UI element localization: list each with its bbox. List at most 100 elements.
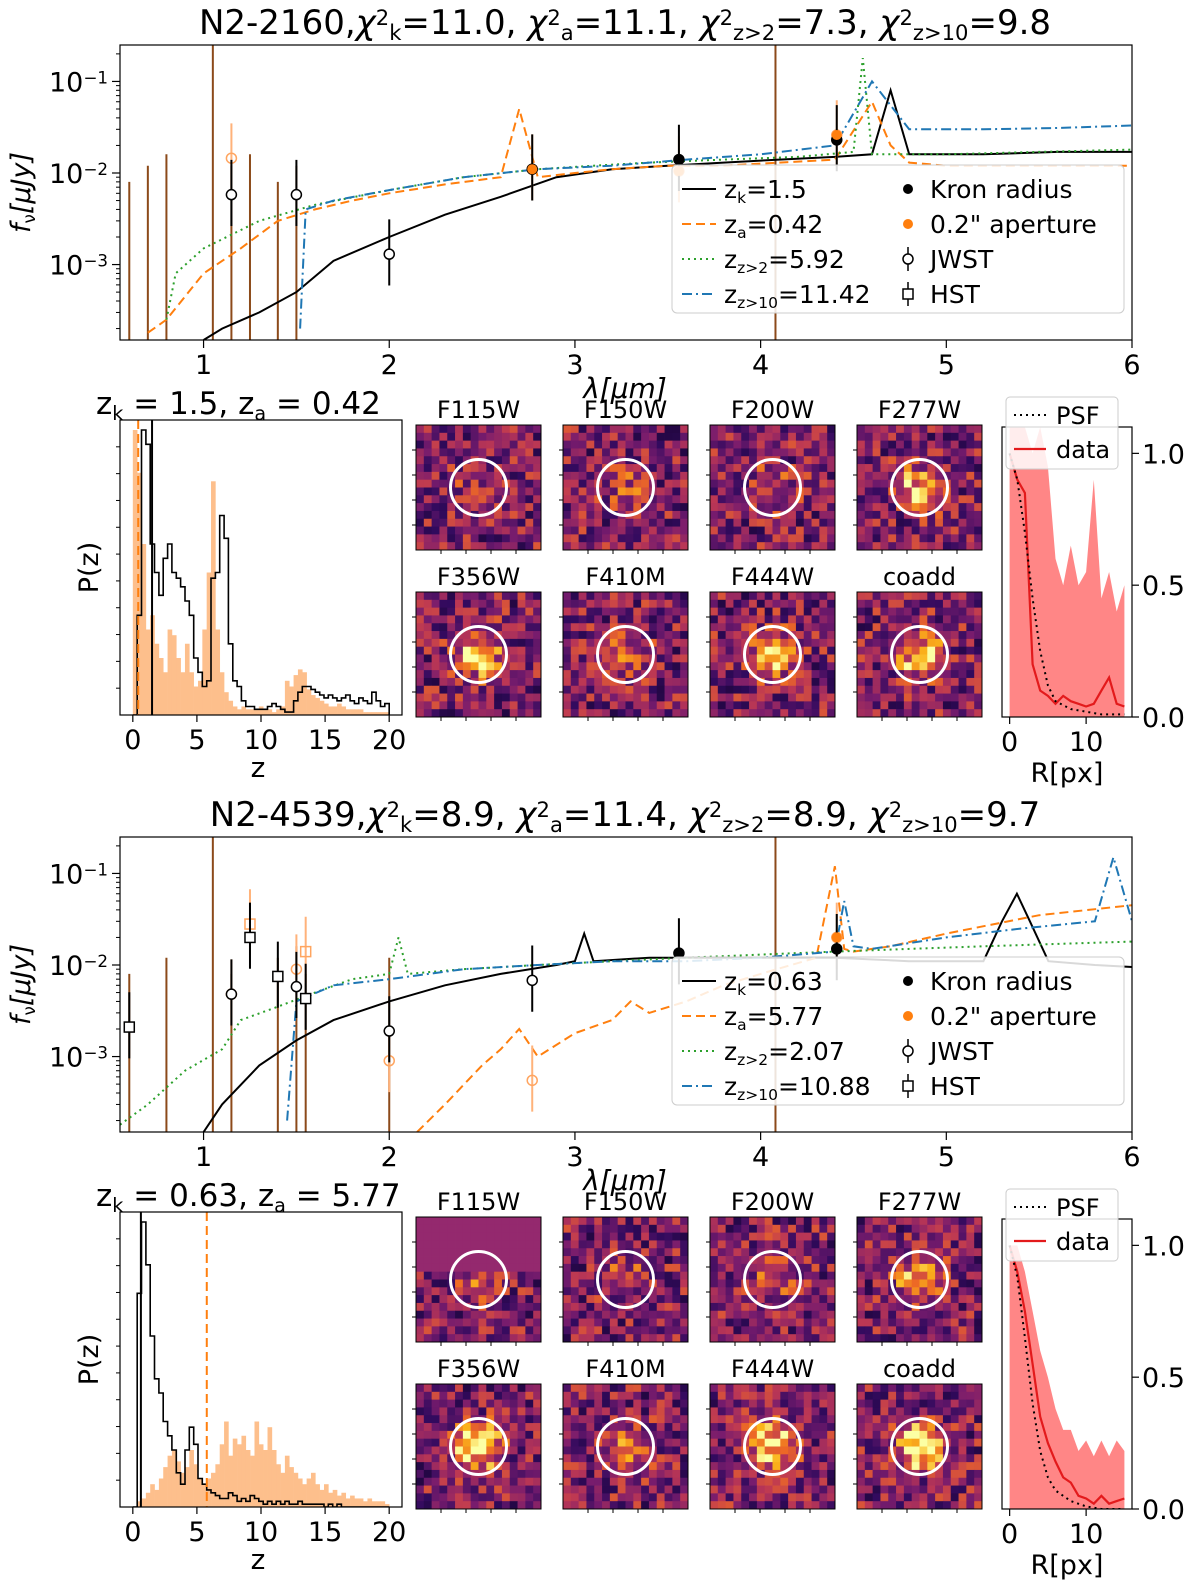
stamp-pixel (966, 646, 975, 655)
stamp-pixel (578, 1477, 587, 1486)
stamp-pixel (423, 1263, 433, 1273)
stamp-pixel (857, 1279, 866, 1288)
stamp-pixel (594, 623, 603, 632)
stamp-pixel (788, 685, 797, 694)
stamp-pixel (533, 599, 542, 609)
stamp-pixel (958, 1415, 967, 1424)
stamp-pixel (517, 1232, 526, 1241)
stamp-pixel (447, 510, 456, 520)
stamp-pixel (880, 592, 889, 601)
stamp-pixel (501, 1415, 511, 1424)
stamp-pixel (749, 709, 758, 718)
stamp-pixel (462, 1240, 472, 1249)
stamp-pixel (672, 1477, 681, 1486)
stamp-pixel (811, 1271, 820, 1280)
pz-aperture-bar (197, 680, 203, 715)
stamp-pixel (494, 1446, 503, 1455)
stamp-pixel (594, 432, 603, 442)
stamp-pixel (772, 1318, 781, 1327)
pz-xlabel: z (251, 1543, 266, 1576)
stamp-pixel (470, 685, 479, 694)
stamp-pixel (586, 479, 595, 488)
stamp-pixel (570, 662, 580, 671)
stamp-pixel (494, 623, 503, 632)
stamp-pixel (872, 1477, 881, 1486)
stamp-pixel (470, 638, 479, 648)
stamp-pixel (641, 638, 650, 648)
stamp-pixel (431, 1224, 440, 1234)
stamp-pixel (749, 425, 758, 434)
stamp-pixel (633, 1240, 642, 1249)
stamp-pixel (447, 1384, 456, 1393)
stamp-pixel (672, 638, 681, 648)
stamp-pixel (431, 1430, 440, 1440)
stamp-pixel (896, 677, 905, 687)
stamp-pixel (586, 1295, 595, 1304)
stamp-pixel (494, 1310, 503, 1319)
stamp-pixel (641, 1430, 650, 1440)
stamp-pixel (935, 495, 944, 504)
legend-marker-label: 0.2" aperture (930, 210, 1097, 239)
stamp-pixel (935, 440, 944, 449)
stamp-pixel (517, 1248, 526, 1257)
stamp-pixel (447, 1318, 456, 1327)
stamp-pixel (431, 440, 440, 449)
stamp-pixel (416, 646, 425, 655)
stamp-pixel (888, 1224, 897, 1234)
stamp-pixel (439, 1477, 448, 1486)
stamp-pixel (517, 1423, 526, 1432)
stamp-pixel (911, 607, 920, 616)
stamp-pixel (431, 638, 440, 648)
stamp-pixel (827, 670, 836, 679)
stamp-pixel (656, 510, 665, 520)
stamp-pixel (478, 1224, 487, 1234)
stamp-pixel (733, 685, 742, 694)
stamp-pixel (717, 1279, 727, 1288)
stamp-pixel (764, 1310, 773, 1319)
stamp-pixel (586, 510, 595, 520)
stamp-pixel (494, 677, 503, 687)
stamp-pixel (578, 623, 587, 632)
stamp-pixel (625, 1263, 634, 1273)
stamp-pixel (950, 1493, 959, 1502)
stamp-pixel (594, 685, 603, 694)
stamp-pixel (431, 693, 440, 702)
stamp-pixel (811, 685, 820, 694)
stamp-pixel (733, 623, 742, 632)
stamp-pixel (710, 1438, 719, 1447)
stamp-pixel (439, 646, 448, 655)
stamp-pixel (725, 1295, 734, 1304)
stamp-pixel (974, 432, 983, 442)
stamp-pixel (501, 1469, 511, 1479)
stamp-pixel (896, 599, 905, 609)
stamp-pixel (935, 471, 944, 481)
stamp-pixel (633, 1224, 642, 1234)
stamp-pixel (811, 1501, 820, 1510)
stamp-pixel (648, 1326, 658, 1335)
stamp-pixel (896, 1469, 905, 1479)
stamp-pixel (725, 1334, 734, 1343)
stamp-pixel (827, 1430, 836, 1440)
stamp-pixel (749, 623, 758, 632)
stamp-frame (562, 1216, 689, 1343)
stamp-pixel (725, 1446, 734, 1455)
stamp-pixel (741, 1391, 750, 1401)
stamp-pixel (617, 1271, 626, 1280)
stamp-pixel (617, 1334, 626, 1343)
stamp-pixel (525, 1415, 534, 1424)
stamp-label: F444W (731, 1355, 814, 1383)
pz-aperture-bar (328, 1492, 333, 1507)
stamp-pixel (764, 487, 773, 496)
stamp-pixel (919, 1501, 928, 1510)
pz-aperture-bar (145, 629, 151, 715)
stamp-pixel (517, 1326, 526, 1335)
stamp-pixel (533, 526, 542, 535)
stamp-pixel (470, 487, 479, 496)
stamp-pixel (462, 1391, 472, 1401)
stamp-pixel (416, 479, 425, 488)
stamp-pixel (950, 615, 959, 624)
stamp-pixel (578, 1232, 587, 1241)
stamp-pixel (578, 631, 587, 640)
stamp-pixel (641, 1318, 650, 1327)
stamp-pixel (710, 1391, 719, 1401)
